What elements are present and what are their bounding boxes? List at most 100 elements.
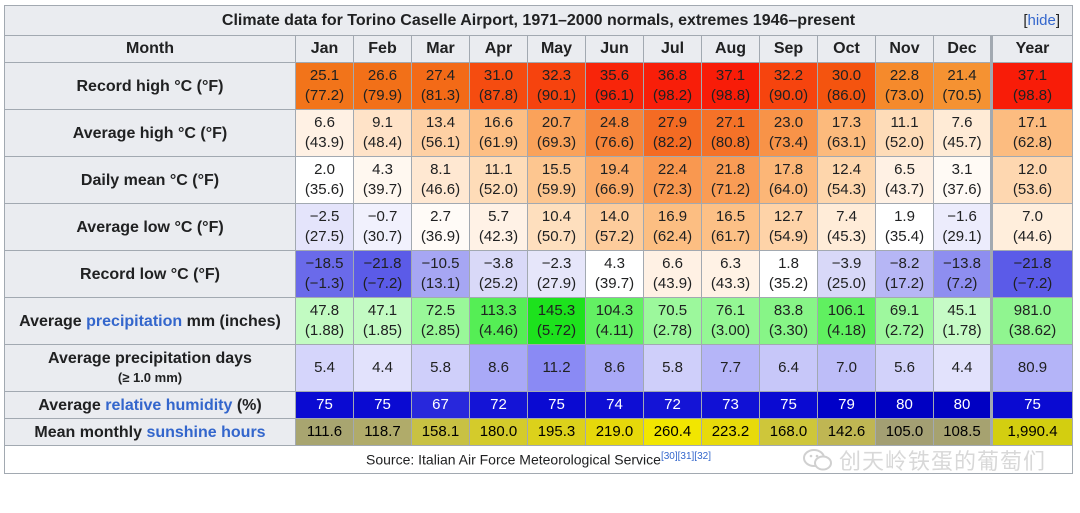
table-cell: 981.0 (38.62) — [989, 297, 1074, 345]
table-cell: 145.3 (5.72) — [527, 297, 586, 345]
wiki-link[interactable]: precipitation — [86, 312, 183, 330]
table-cell: 6.5 (43.7) — [875, 156, 934, 204]
table-cell: 6.6 (43.9) — [643, 250, 702, 298]
table-cell: 11.2 — [527, 344, 586, 392]
table-cell: 11.1 (52.0) — [875, 109, 934, 157]
table-cell: 70.5 (2.78) — [643, 297, 702, 345]
table-cell: −1.6 (29.1) — [933, 203, 992, 251]
table-cell: 10.4 (50.7) — [527, 203, 586, 251]
table-cell: 27.1 (80.8) — [701, 109, 760, 157]
table-cell: 7.4 (45.3) — [817, 203, 876, 251]
table-cell: 26.6 (79.9) — [353, 62, 412, 110]
table-row: Average high °C (°F) 6.6 (43.9) 9.1 (48.4) 13… — [4, 109, 1074, 157]
table-cell: 25.1 (77.2) — [295, 62, 354, 110]
table-cell: 72.5 (2.85) — [411, 297, 470, 345]
table-cell: 219.0 — [585, 418, 644, 446]
table-cell: 17.3 (63.1) — [817, 109, 876, 157]
source-note: Source: Italian Air Force Meteorological… — [3, 445, 1074, 474]
table-cell: 9.1 (48.4) — [353, 109, 412, 157]
table-cell: 4.4 — [353, 344, 412, 392]
table-cell: 80 — [933, 391, 992, 419]
table-cell: 13.4 (56.1) — [411, 109, 470, 157]
table-cell: 17.8 (64.0) — [759, 156, 818, 204]
table-cell: 8.1 (46.6) — [411, 156, 470, 204]
table-cell: 4.3 (39.7) — [585, 250, 644, 298]
table-cell: −3.9 (25.0) — [817, 250, 876, 298]
column-header: Apr — [469, 35, 528, 63]
table-cell: 32.3 (90.1) — [527, 62, 586, 110]
table-cell: 76.1 (3.00) — [701, 297, 760, 345]
column-header: Aug — [701, 35, 760, 63]
table-cell: −2.3 (27.9) — [527, 250, 586, 298]
column-header: Jan — [295, 35, 354, 63]
column-header: Feb — [353, 35, 412, 63]
table-cell: 8.6 — [469, 344, 528, 392]
table-cell: 16.6 (61.9) — [469, 109, 528, 157]
table-cell: 1.8 (35.2) — [759, 250, 818, 298]
table-cell: 158.1 — [411, 418, 470, 446]
table-row: Average low °C (°F) −2.5 (27.5) −0.7 (30.7) 2… — [4, 203, 1074, 251]
wiki-link[interactable]: sunshine hours — [146, 423, 266, 441]
table-cell: 72 — [469, 391, 528, 419]
table-cell: 168.0 — [759, 418, 818, 446]
table-cell: 16.9 (62.4) — [643, 203, 702, 251]
table-cell: 5.8 — [411, 344, 470, 392]
column-header: Jul — [643, 35, 702, 63]
month-header: Month — [4, 35, 296, 63]
table-cell: 5.4 — [295, 344, 354, 392]
table-row: Record high °C (°F) 25.1 (77.2) 26.6 (79.9) 2… — [4, 62, 1074, 110]
table-cell: 14.0 (57.2) — [585, 203, 644, 251]
row-label: Record high °C (°F) — [4, 62, 296, 110]
wiki-link[interactable]: relative humidity — [105, 396, 233, 414]
table-cell: 75 — [353, 391, 412, 419]
table-cell: 1.9 (35.4) — [875, 203, 934, 251]
table-cell: 223.2 — [701, 418, 760, 446]
column-header: Oct — [817, 35, 876, 63]
table-cell: 67 — [411, 391, 470, 419]
table-cell: 7.6 (45.7) — [933, 109, 992, 157]
table-cell: 47.1 (1.85) — [353, 297, 412, 345]
table-cell: 7.7 — [701, 344, 760, 392]
table-cell: 36.8 (98.2) — [643, 62, 702, 110]
table-cell: 180.0 — [469, 418, 528, 446]
table-cell: 75 — [989, 391, 1074, 419]
table-cell: 22.8 (73.0) — [875, 62, 934, 110]
table-cell: −13.8 (7.2) — [933, 250, 992, 298]
table-cell: 105.0 — [875, 418, 934, 446]
table-cell: 12.7 (54.9) — [759, 203, 818, 251]
table-row: Average precipitation days (≥ 1.0 mm) 5.4 4… — [4, 344, 1074, 392]
table-row: Average relative humidity (%) 75 75 67 72 75 7… — [4, 391, 1074, 419]
table-cell: 260.4 — [643, 418, 702, 446]
table-cell: 142.6 — [817, 418, 876, 446]
table-cell: 4.3 (39.7) — [353, 156, 412, 204]
table-cell: 195.3 — [527, 418, 586, 446]
column-header: Sep — [759, 35, 818, 63]
table-cell: 83.8 (3.30) — [759, 297, 818, 345]
reference-links[interactable]: [30][31][32] — [660, 451, 711, 463]
table-cell: 80 — [875, 391, 934, 419]
table-cell: 6.3 (43.3) — [701, 250, 760, 298]
row-sublabel: (≥ 1.0 mm) — [117, 370, 183, 385]
table-cell: 31.0 (87.8) — [469, 62, 528, 110]
table-cell: 11.1 (52.0) — [469, 156, 528, 204]
table-cell: 75 — [295, 391, 354, 419]
table-title: Climate data for Torino Caselle Airport,… — [221, 11, 856, 29]
table-cell: −8.2 (17.2) — [875, 250, 934, 298]
watermark: 创天岭铁蛋的葡萄们 — [803, 447, 1046, 473]
table-cell: 6.4 — [759, 344, 818, 392]
table-row: Average precipitation mm (inches) 47.8 (1.… — [4, 297, 1074, 345]
table-cell: 104.3 (4.11) — [585, 297, 644, 345]
table-cell: 30.0 (86.0) — [817, 62, 876, 110]
table-cell: 27.9 (82.2) — [643, 109, 702, 157]
hide-toggle[interactable]: [hide] — [1023, 12, 1061, 29]
table-cell: 111.6 — [295, 418, 354, 446]
table-cell: 37.1 (98.8) — [701, 62, 760, 110]
table-cell: −0.7 (30.7) — [353, 203, 412, 251]
table-cell: 2.0 (35.6) — [295, 156, 354, 204]
table-row: Mean monthly sunshine hours 111.6 118.7 158… — [4, 418, 1074, 446]
table-cell: 12.0 (53.6) — [989, 156, 1074, 204]
table-cell: 24.8 (76.6) — [585, 109, 644, 157]
table-cell: 75 — [527, 391, 586, 419]
table-cell: 74 — [585, 391, 644, 419]
table-cell: 1,990.4 — [989, 418, 1074, 446]
